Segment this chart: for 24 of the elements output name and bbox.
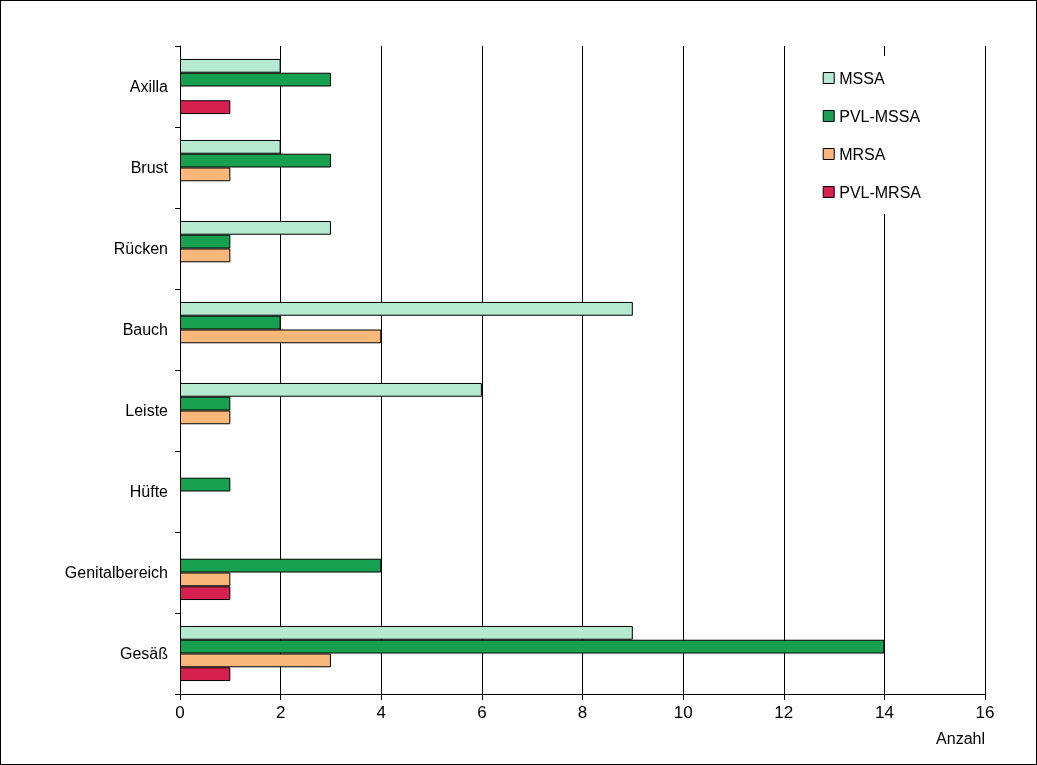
y-tick-label: Hüfte bbox=[129, 483, 169, 500]
bar bbox=[180, 477, 231, 492]
x-tick-label: 10 bbox=[673, 703, 693, 722]
y-tick-label: Gesäß bbox=[119, 645, 169, 662]
y-tick-label: Genitalbereich bbox=[64, 564, 168, 581]
legend-label: PVL-MRSA bbox=[839, 183, 922, 201]
legend-label: PVL-MSSA bbox=[839, 107, 921, 125]
x-tick-label: 8 bbox=[577, 703, 588, 722]
x-tick-label: 12 bbox=[774, 703, 794, 722]
y-tick-label: Brust bbox=[130, 159, 169, 176]
x-tick-label: 16 bbox=[975, 703, 995, 722]
x-tick-label: 14 bbox=[874, 703, 894, 722]
bar bbox=[180, 100, 231, 115]
x-tick-label: 2 bbox=[275, 703, 286, 722]
x-tick-label: 4 bbox=[376, 703, 386, 722]
legend-label: MRSA bbox=[839, 145, 886, 163]
y-tick-label: Rücken bbox=[113, 240, 168, 257]
x-tick-label: 6 bbox=[477, 703, 487, 722]
y-tick-label: Axilla bbox=[129, 78, 169, 95]
y-tick-label: Leiste bbox=[125, 402, 169, 419]
x-tick-label: 0 bbox=[175, 703, 185, 722]
legend-label: MSSA bbox=[839, 69, 885, 87]
y-tick-label: Bauch bbox=[122, 321, 168, 338]
x-axis-title: Anzahl bbox=[936, 729, 985, 747]
